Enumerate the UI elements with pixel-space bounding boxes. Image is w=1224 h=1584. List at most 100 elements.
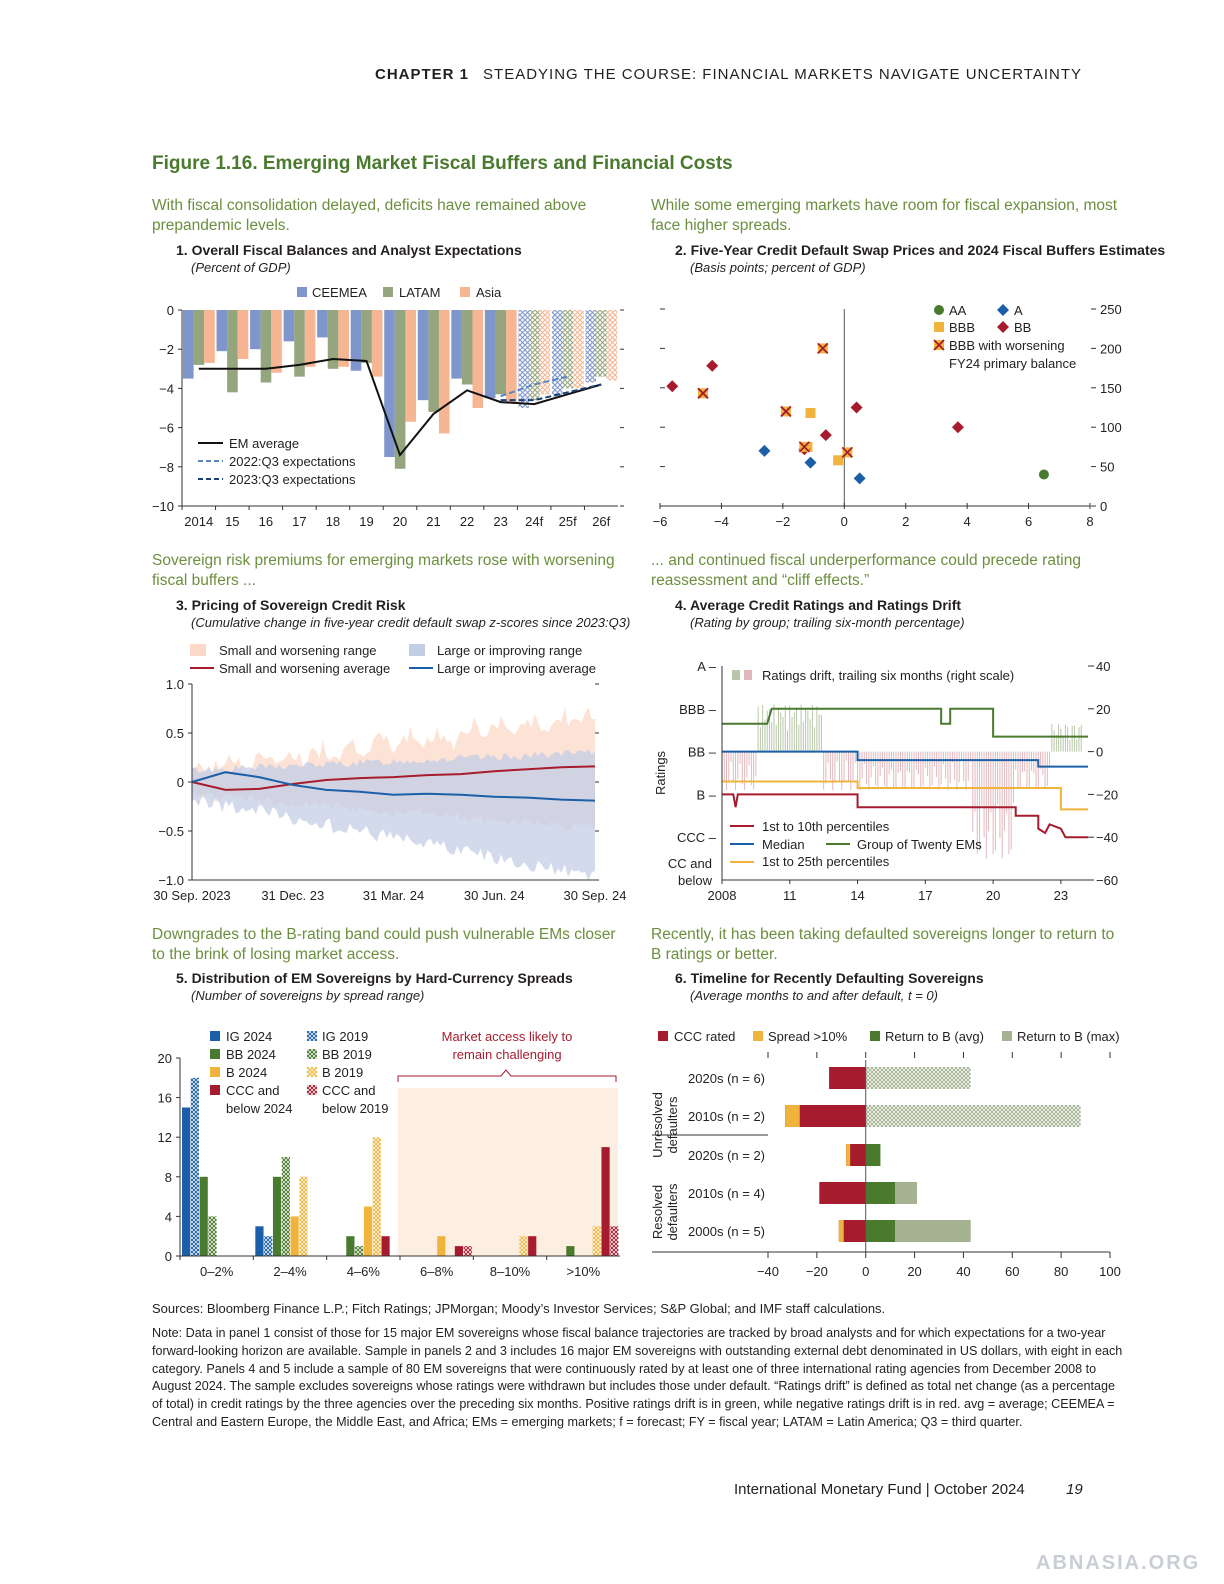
legend-ccc24-a: CCC and [226, 1083, 279, 1098]
legend-ccc19-a: CCC and [322, 1083, 375, 1098]
p5-bar-3-2 [355, 1246, 364, 1256]
p4-rtick-0: 40 [1096, 659, 1110, 674]
p6-bar-avg-2 [865, 1144, 881, 1166]
p2-point-bb-7 [666, 380, 679, 393]
p1-bar-latam-7 [428, 310, 439, 412]
p5-bar-6-3 [454, 1246, 463, 1256]
p6-bar-max-0 [865, 1067, 971, 1089]
p1-xtick-9: 23 [493, 514, 507, 529]
legend-swa: Small and worsening average [219, 661, 390, 676]
p6-bar-spread-2 [846, 1144, 851, 1166]
p6-xtick-2: 0 [862, 1264, 869, 1279]
p5-bar-0-1 [255, 1226, 264, 1256]
p1-bar-asia-12 [606, 310, 618, 381]
p4-subtitle: (Rating by group; trailing six-month per… [690, 615, 965, 630]
p6-lead: Recently, it has been taking defaulted s… [651, 926, 1115, 963]
legend-latam-swatch [383, 287, 393, 297]
legend-bbb: BBB [949, 320, 975, 335]
p6-xtick-6: 80 [1054, 1264, 1068, 1279]
p1-bar-latam-11 [562, 310, 574, 389]
legend-bb: BB [1014, 320, 1031, 335]
legend-drift-swatch-green [732, 670, 740, 680]
p4-xtick-3: 17 [918, 888, 932, 900]
p5-ytick-0: 20 [158, 1051, 172, 1066]
group-unresolved-1: Unresolved [650, 1092, 665, 1158]
p4-chart: A – BBB – BB – B – CCC – CC and below 40 20 0 −20 −… [653, 659, 1118, 900]
p2-xtick-7: 8 [1086, 514, 1093, 529]
p5-ytick-4: 4 [165, 1209, 172, 1224]
p1-ytick-2: −4 [159, 381, 174, 396]
p4-ytick-0: A – [697, 659, 717, 674]
p2-point-a-3 [853, 472, 866, 485]
p1-bar-latam-1 [227, 310, 238, 393]
legend-e22: 2022:Q3 expectations [229, 454, 356, 469]
p4-xtick-1: 11 [783, 888, 797, 900]
p1-title: 1. Overall Fiscal Balances and Analyst E… [176, 242, 522, 258]
p6-bar-ccc-4 [838, 1220, 866, 1242]
p1-xtick-2: 16 [259, 514, 273, 529]
p2-point-bbb-6 [833, 455, 844, 466]
p1-bar-latam-10 [528, 310, 540, 401]
p2-ytick-3: 100 [1100, 420, 1122, 435]
p4-ytick-1: BBB – [679, 702, 717, 717]
legend-ceemea-swatch [297, 287, 307, 297]
p2-ytick-4: 50 [1100, 460, 1114, 475]
p2-chart: −6 −4 −2 0 2 4 6 8 250 200 150 100 50 0 AA A BBB BB B… [653, 302, 1122, 529]
p5-bar-5-1 [299, 1176, 308, 1256]
p4-xtick-5: 23 [1054, 888, 1068, 900]
p1-bar-asia-8 [472, 310, 484, 408]
p1-subtitle: (Percent of GDP) [191, 260, 291, 275]
p2-point-aa-0 [1038, 469, 1049, 480]
sources: Sources: Bloomberg Finance L.P.; Fitch R… [152, 1301, 886, 1316]
p3-subtitle: (Cumulative change in five-year credit d… [191, 615, 631, 630]
p2-ytick-0: 250 [1100, 302, 1122, 317]
p1-xtick-8: 22 [460, 514, 474, 529]
p6-xtick-5: 60 [1005, 1264, 1019, 1279]
p6-xtick-7: 100 [1099, 1264, 1121, 1279]
p4-rtick-5: −60 [1096, 873, 1118, 888]
p3-ytick-1: 0.5 [166, 726, 184, 741]
legend-b24: B 2024 [226, 1065, 267, 1080]
p4-xtick-4: 20 [986, 888, 1000, 900]
p1-bar-latam-3 [294, 310, 305, 377]
p4-ytick-5a: CC and [668, 856, 712, 871]
footer: International Monetary Fund | October 20… [734, 1481, 1025, 1498]
p2-xtick-1: −4 [714, 514, 729, 529]
p3-xtick-1: 31 Dec. 23 [261, 888, 324, 903]
group-resolved-1: Resolved [650, 1185, 665, 1239]
p2-point-bbbw-13-cross [817, 342, 829, 355]
p1-bar-ceemea-6 [384, 310, 395, 457]
p5-title: 5. Distribution of EM Sovereigns by Hard… [176, 970, 573, 986]
p1-bar-asia-2 [271, 310, 282, 373]
legend-ccc19-b: below 2019 [322, 1101, 389, 1116]
p1-bar-ceemea-4 [317, 310, 328, 338]
p4-line-0 [722, 707, 1088, 738]
p6-xtick-1: −20 [806, 1264, 828, 1279]
legend-avg: Return to B (avg) [885, 1029, 984, 1044]
p3-xtick-4: 30 Sep. 24 [564, 888, 627, 903]
group-resolved-2: defaulters [665, 1183, 680, 1241]
p6-row-label-2: 2020s (n = 2) [688, 1148, 765, 1163]
p1-bar-ceemea-0 [183, 310, 194, 379]
p6-title: 6. Timeline for Recently Defaulting Sove… [675, 970, 984, 986]
p1-bar-ceemea-1 [216, 310, 228, 352]
p5-xtick-4: 8–10% [490, 1264, 531, 1279]
p1-bar-asia-9 [506, 310, 517, 403]
p5-bar-2-5 [566, 1246, 575, 1256]
p3-ytick-2: 0 [177, 775, 184, 790]
legend-bb24-swatch [210, 1049, 220, 1059]
legend-b19: B 2019 [322, 1065, 363, 1080]
p4-xtick-0: 2008 [708, 888, 737, 900]
p1-bar-asia-10 [539, 310, 551, 395]
p1-bar-latam-12 [596, 310, 607, 377]
legend-bb19-swatch [307, 1049, 317, 1059]
legend-spread-swatch [753, 1031, 763, 1041]
p5-xtick-3: 6–8% [420, 1264, 454, 1279]
p1-bar-asia-11 [573, 310, 584, 389]
p5-bar-4-3 [437, 1236, 446, 1256]
legend-ceemea: CEEMEA [312, 285, 367, 300]
legend-ig19-swatch [307, 1031, 317, 1041]
p2-ytick-2: 150 [1100, 381, 1122, 396]
p5-bar-4-2 [363, 1206, 373, 1256]
p1-xtick-11: 25f [559, 514, 577, 529]
